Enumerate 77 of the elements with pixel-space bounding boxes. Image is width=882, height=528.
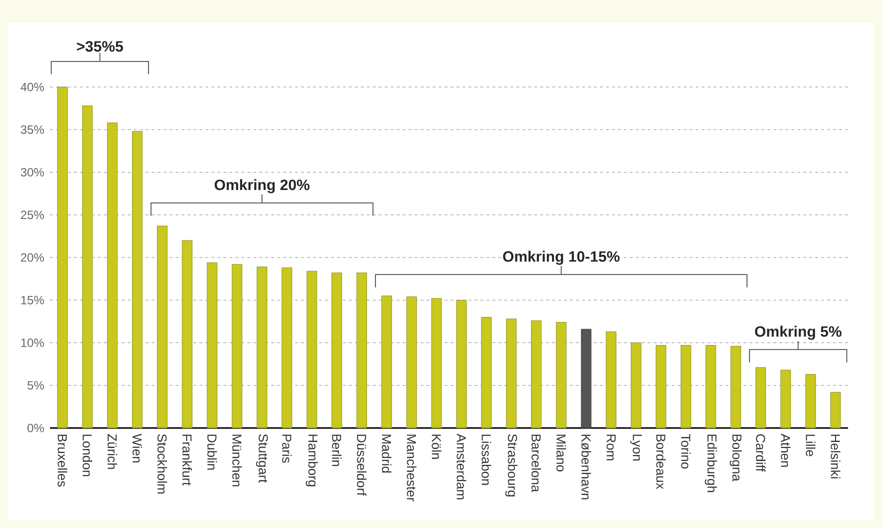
bar	[157, 226, 168, 428]
x-tick-label: Rom	[606, 434, 616, 460]
annotation: Omkring 10-15%	[503, 250, 620, 265]
y-tick-label: 5%	[27, 381, 44, 390]
x-tick-label: Zürich	[108, 434, 118, 469]
x-tick-label: Lissabon	[482, 434, 492, 485]
y-tick-label: 0%	[27, 424, 44, 432]
bar	[580, 328, 592, 428]
bar	[282, 268, 292, 428]
y-tick-label: 40%	[20, 82, 44, 92]
x-tick-label: London	[82, 434, 92, 476]
bar	[456, 300, 467, 428]
x-tick-label: Frankfurt	[182, 434, 192, 486]
bar	[107, 122, 118, 428]
bar	[232, 264, 242, 428]
x-tick-label: München	[232, 434, 242, 486]
bar	[531, 320, 542, 428]
x-tick-label: Cardiff	[756, 434, 766, 472]
x-tick-label: Barcelona	[532, 434, 542, 492]
x-tick-label: Madrid	[382, 434, 392, 473]
annotation: Omkring 20%	[214, 179, 310, 194]
bar	[556, 322, 566, 428]
bar	[630, 342, 642, 428]
bar	[481, 316, 492, 428]
bar	[381, 296, 392, 428]
bar	[256, 266, 268, 428]
bar	[306, 270, 318, 428]
y-tick-label: 25%	[20, 210, 44, 220]
x-tick-label: Köln	[432, 434, 442, 459]
bar	[780, 370, 791, 428]
y-tick-label: 20%	[20, 253, 44, 262]
bar	[57, 86, 68, 428]
y-tick-label: 10%	[21, 338, 44, 348]
bar	[656, 345, 666, 428]
bar	[356, 272, 367, 428]
x-tick-label: Berlin	[332, 434, 342, 466]
x-tick-label: Düsseldorf	[356, 434, 366, 496]
x-tick-label: Lyon	[630, 434, 642, 461]
text: >35%5	[76, 41, 124, 52]
x-tick-label: Paris	[282, 434, 292, 463]
bar	[730, 346, 741, 428]
x-tick-label: Torino	[681, 434, 691, 469]
x-tick-label: Strasbourg	[505, 434, 518, 496]
bar	[706, 345, 716, 428]
bar	[206, 262, 218, 428]
annotation: Omkring 5%	[754, 326, 842, 340]
bar	[132, 131, 142, 428]
bar	[506, 318, 517, 428]
x-tick-label: Amsterdam	[456, 434, 466, 500]
x-tick-label: Dublin	[207, 434, 217, 470]
x-tick-label: Lille	[806, 434, 816, 456]
y-tick-label: 30%	[20, 168, 44, 177]
bar	[431, 298, 442, 428]
x-tick-label: Stockholm	[157, 434, 167, 494]
bar	[332, 272, 342, 428]
bar	[680, 345, 692, 428]
x-tick-label: Bruxelles	[58, 434, 68, 487]
x-tick-label: Edinburgh	[704, 434, 717, 492]
x-tick-label: Athen	[780, 434, 790, 467]
x-tick-label: Helsinki	[830, 434, 840, 478]
bar	[606, 331, 616, 428]
x-tick-label: Bologna	[730, 434, 742, 482]
bar	[406, 296, 417, 428]
y-tick-label: 15%	[21, 296, 44, 304]
bar	[756, 367, 766, 428]
x-tick-label: Bordeaux	[656, 434, 666, 490]
x-tick-label: Wien	[132, 434, 142, 462]
x-tick-label: Hamborg	[306, 434, 318, 486]
bar	[805, 374, 816, 428]
y-tick-label: 35%	[20, 125, 44, 134]
x-tick-label: København	[581, 434, 591, 500]
bar	[82, 106, 93, 428]
bar	[182, 240, 192, 428]
x-tick-label: Stuttgart	[256, 434, 268, 483]
x-tick-label: Manchester	[406, 434, 416, 502]
bar	[830, 392, 841, 428]
x-tick-label: Milano	[556, 434, 566, 472]
